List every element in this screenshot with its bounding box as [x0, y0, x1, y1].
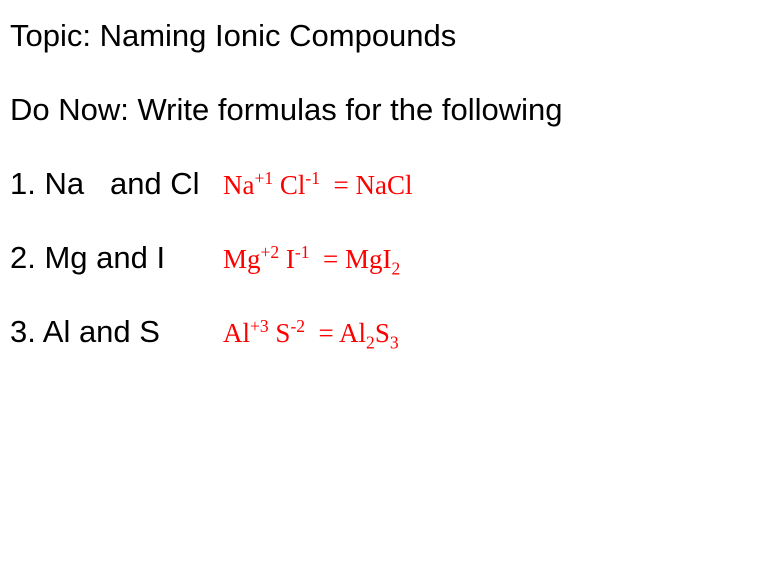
item-2-answer: Mg+2 I-1 = MgI2	[223, 244, 400, 275]
item-1-num: 1.	[10, 166, 36, 201]
donow-line: Do Now: Write formulas for the following	[10, 92, 758, 128]
item-1: 1. Na and Cl Na+1 Cl-1 = NaCl	[10, 166, 758, 202]
item-2-question: 2. Mg and I	[10, 240, 205, 276]
topic-line: Topic: Naming Ionic Compounds	[10, 18, 758, 54]
item-1-answer: Na+1 Cl-1 = NaCl	[223, 170, 413, 201]
item-2-qtext: Mg and I	[44, 240, 165, 275]
item-3-question: 3. Al and S	[10, 314, 205, 350]
item-3-answer: Al+3 S-2 = Al2S3	[223, 318, 399, 349]
item-1-qtext: Na and Cl	[44, 166, 199, 201]
item-2: 2. Mg and I Mg+2 I-1 = MgI2	[10, 240, 758, 276]
item-3-qtext: Al and S	[43, 314, 160, 349]
item-2-num: 2.	[10, 240, 36, 275]
item-3: 3. Al and S Al+3 S-2 = Al2S3	[10, 314, 758, 350]
item-3-num: 3.	[10, 314, 36, 349]
item-1-question: 1. Na and Cl	[10, 166, 205, 202]
